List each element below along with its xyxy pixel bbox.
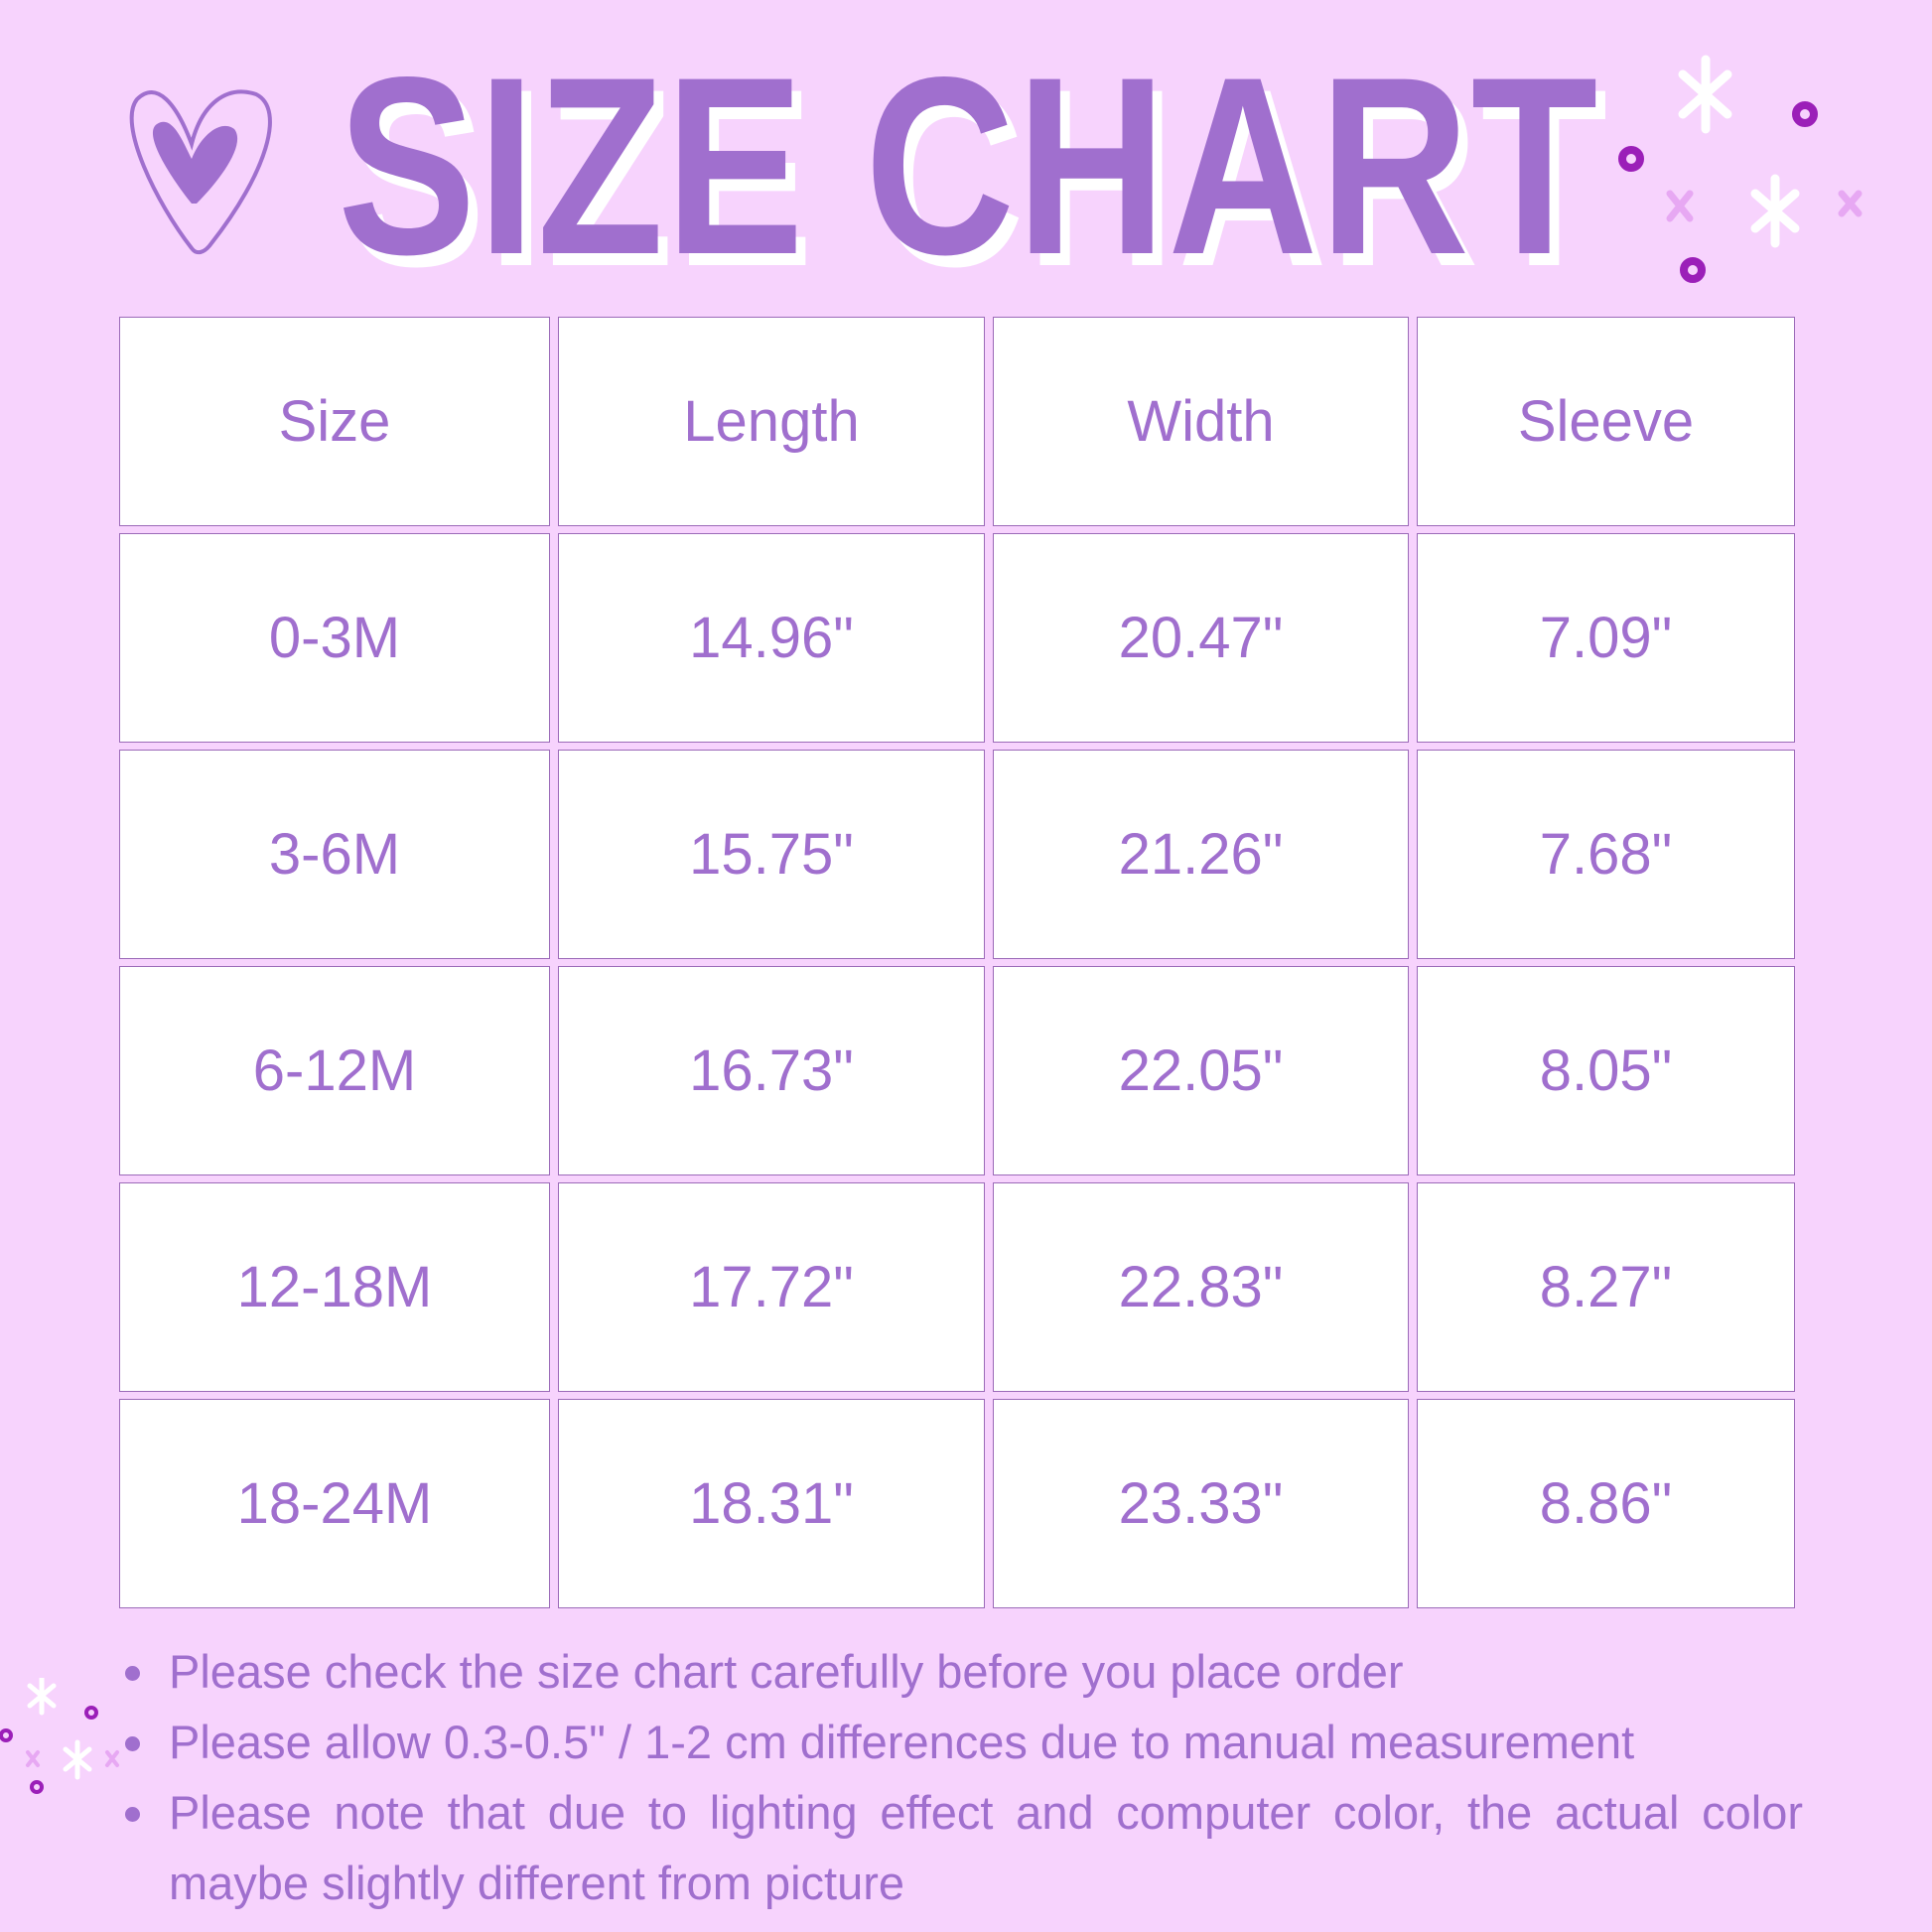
cell-length: 16.73" xyxy=(558,966,985,1175)
cell-length: 15.75" xyxy=(558,750,985,959)
cell-size: 3-6M xyxy=(119,750,550,959)
note-item: Please check the size chart carefully be… xyxy=(125,1636,1803,1707)
cell-width: 20.47" xyxy=(993,533,1409,743)
cell-width: 22.83" xyxy=(993,1182,1409,1392)
cell-size: 18-24M xyxy=(119,1399,550,1608)
heart-icon xyxy=(129,89,272,255)
sparkle-icon xyxy=(1618,55,1863,283)
cell-size: 6-12M xyxy=(119,966,550,1175)
size-table: Size Length Width Sleeve 0-3M 14.96" 20.… xyxy=(119,317,1795,1608)
header-sleeve: Sleeve xyxy=(1417,317,1795,526)
cell-sleeve: 8.27" xyxy=(1417,1182,1795,1392)
notes-list: Please check the size chart carefully be… xyxy=(125,1636,1803,1918)
cell-sleeve: 8.05" xyxy=(1417,966,1795,1175)
cell-sleeve: 7.09" xyxy=(1417,533,1795,743)
note-item: Please allow 0.3-0.5" / 1-2 cm differenc… xyxy=(125,1707,1803,1777)
header-width: Width xyxy=(993,317,1409,526)
note-item: Please note that due to lighting effect … xyxy=(125,1777,1803,1918)
cell-width: 22.05" xyxy=(993,966,1409,1175)
cell-width: 21.26" xyxy=(993,750,1409,959)
header-size: Size xyxy=(119,317,550,526)
cell-length: 17.72" xyxy=(558,1182,985,1392)
cell-width: 23.33" xyxy=(993,1399,1409,1608)
cell-length: 18.31" xyxy=(558,1399,985,1608)
cell-size: 12-18M xyxy=(119,1182,550,1392)
header-length: Length xyxy=(558,317,985,526)
sparkle-icon xyxy=(0,1678,119,1794)
cell-sleeve: 7.68" xyxy=(1417,750,1795,959)
cell-size: 0-3M xyxy=(119,533,550,743)
cell-sleeve: 8.86" xyxy=(1417,1399,1795,1608)
page-title: SIZE CHART xyxy=(338,25,1599,308)
cell-length: 14.96" xyxy=(558,533,985,743)
